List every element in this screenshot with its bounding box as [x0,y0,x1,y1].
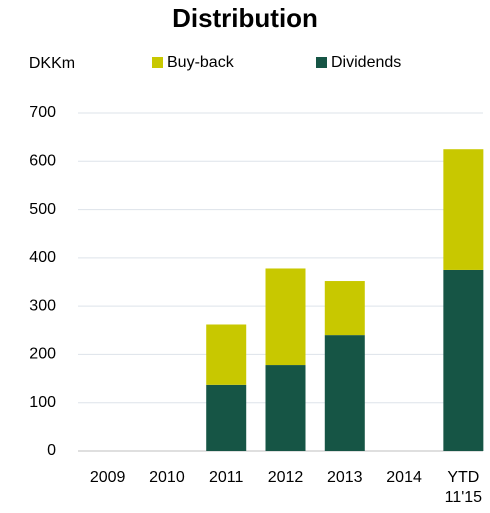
x-tick-label: 2014 [386,469,422,486]
y-tick-label: 200 [29,346,56,363]
y-tick-label: 700 [29,104,56,121]
legend-swatch [316,57,327,68]
y-tick-label: 400 [29,249,56,266]
bar-segment [443,269,484,451]
x-tick-label: 2009 [89,469,126,486]
x-tick-label: 2012 [267,469,304,486]
legend-label: Buy-back [167,54,235,71]
y-tick-label: 0 [47,442,56,459]
bar-segment [324,281,365,336]
y-tick-label: 300 [29,297,56,314]
bar-segment [265,268,306,366]
bar-segment [443,149,484,270]
bar-segment [206,384,247,451]
y-axis-label: DKKm [29,55,75,72]
x-tick-label: 2013 [326,469,363,486]
legend-swatch [152,57,163,68]
bar-segment [324,335,365,451]
x-tick-label: 2010 [149,469,185,486]
y-tick-label: 500 [29,201,56,218]
x-tick-label: YTD 11'15 [444,469,483,506]
x-tick-label: 2011 [209,469,244,486]
y-tick-label: 100 [29,394,56,411]
legend-label: Dividends [331,54,401,71]
bar-segment [206,324,247,385]
y-tick-label: 600 [29,153,56,170]
chart-title: Distribution [172,3,318,33]
bar-segment [265,365,306,451]
